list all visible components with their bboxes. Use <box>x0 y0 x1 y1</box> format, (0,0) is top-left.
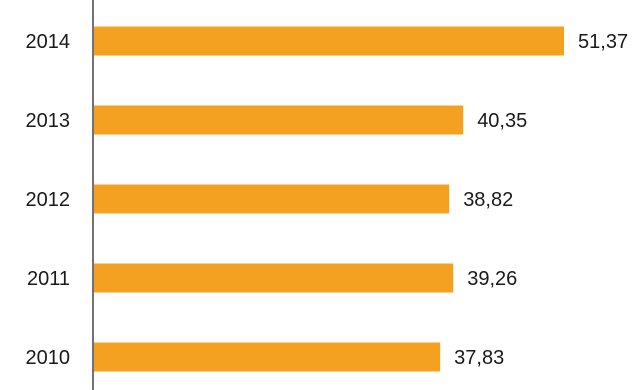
value-label-2012: 38,82 <box>463 189 513 211</box>
category-labels: 2014 2013 2012 2011 2010 <box>26 31 71 369</box>
category-label-2011: 2011 <box>27 268 70 290</box>
bar-2011 <box>94 263 454 293</box>
value-label-2010: 37,83 <box>454 347 504 369</box>
bars-group <box>94 26 565 372</box>
value-label-2014: 51,37 <box>578 31 628 53</box>
value-label-2013: 40,35 <box>477 110 527 132</box>
category-label-2012: 2012 <box>26 189 71 211</box>
bar-2010 <box>94 342 441 372</box>
bar-2012 <box>94 184 450 214</box>
category-label-2013: 2013 <box>26 110 71 132</box>
value-label-2011: 39,26 <box>467 268 517 290</box>
category-label-2010: 2010 <box>26 347 71 369</box>
value-labels: 51,37 40,35 38,82 39,26 37,83 <box>454 31 628 369</box>
category-label-2014: 2014 <box>26 31 71 53</box>
bar-2013 <box>94 105 464 135</box>
bar-2014 <box>94 26 565 56</box>
